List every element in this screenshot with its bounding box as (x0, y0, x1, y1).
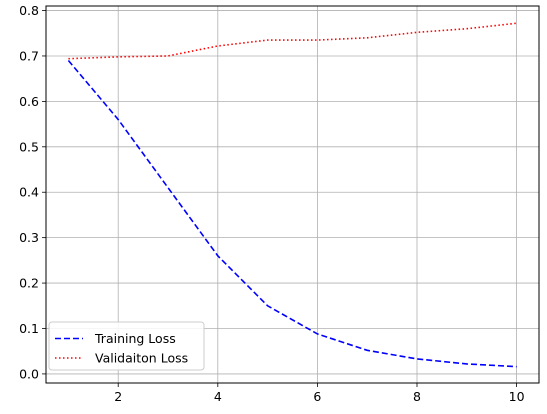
y-tick-label: 0.5 (19, 139, 39, 154)
y-tick-label: 0.4 (19, 185, 39, 200)
y-tick-label: 0.6 (19, 94, 39, 109)
series-group (67, 22, 517, 368)
legend-box (48, 321, 205, 371)
plot-frame (45, 5, 540, 384)
y-tick-label: 0.1 (19, 321, 39, 336)
y-tick-label: 0.7 (19, 48, 39, 63)
y-tick-label: 0.0 (19, 366, 39, 381)
y-tick-label: 0.8 (19, 3, 39, 18)
x-tick-label: 10 (509, 389, 525, 404)
legend-label-validation-loss: Validaiton Loss (95, 351, 188, 366)
axis-ticks: 2 4 6 8 10 0.0 0.1 0.2 0.3 0.4 0.5 0.6 0.7 0.8 (19, 3, 524, 404)
series-line-1 (68, 22, 517, 60)
series-line-0 (67, 59, 517, 368)
x-tick-label: 4 (214, 389, 222, 404)
y-tick-label: 0.3 (19, 230, 39, 245)
x-tick-label: 6 (313, 389, 321, 404)
legend: Training Loss Validaiton Loss (48, 321, 205, 371)
grid (46, 6, 539, 383)
x-tick-label: 2 (114, 389, 122, 404)
legend-label-training-loss: Training Loss (94, 331, 176, 346)
x-tick-label: 8 (413, 389, 421, 404)
y-tick-label: 0.2 (19, 276, 39, 291)
